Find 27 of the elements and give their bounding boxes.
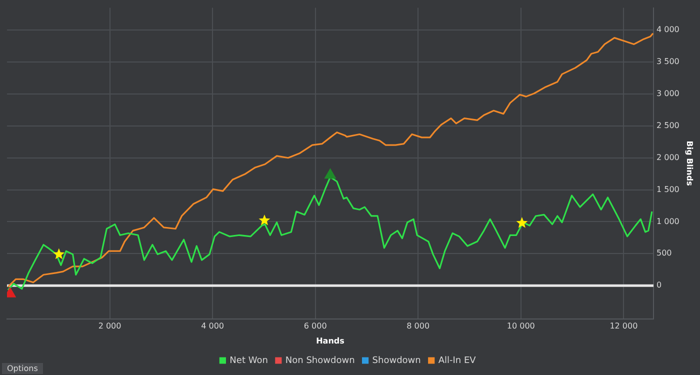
- y-tick-label: 1 000: [656, 216, 680, 226]
- point: [258, 214, 270, 226]
- legend-label: All-In EV: [438, 356, 477, 366]
- point: [516, 217, 528, 228]
- y-tick-label: 2 000: [656, 152, 680, 162]
- y-axis-title: Big Blinds: [685, 140, 694, 186]
- y-tick-label: 4 000: [656, 25, 680, 34]
- y-tick-label: 3 500: [656, 57, 680, 66]
- text: Options: [2, 363, 43, 374]
- x-axis-title: Hands: [316, 336, 345, 346]
- point: [7, 288, 16, 298]
- legend-label: Showdown: [372, 356, 421, 366]
- point: [324, 169, 336, 179]
- x-tick-label: 8 000: [406, 322, 430, 331]
- x-tick-label: 6 000: [304, 322, 327, 331]
- y-tick-label: 3 000: [656, 89, 680, 98]
- y-tick-label: 1 500: [656, 184, 680, 194]
- legend-label: Non Showdown: [285, 356, 355, 366]
- y-tick-label: 0: [656, 280, 662, 290]
- x-tick-label: 2 000: [98, 322, 122, 331]
- x-tick-label: 4 000: [201, 322, 224, 331]
- point: [53, 248, 65, 260]
- x-tick-label: 12 000: [610, 322, 638, 331]
- y-tick-label: 2 500: [656, 121, 680, 130]
- legend-label: Net Won: [230, 356, 268, 366]
- y-tick-label: 500: [656, 248, 672, 258]
- x-tick-label: 10 000: [506, 322, 535, 331]
